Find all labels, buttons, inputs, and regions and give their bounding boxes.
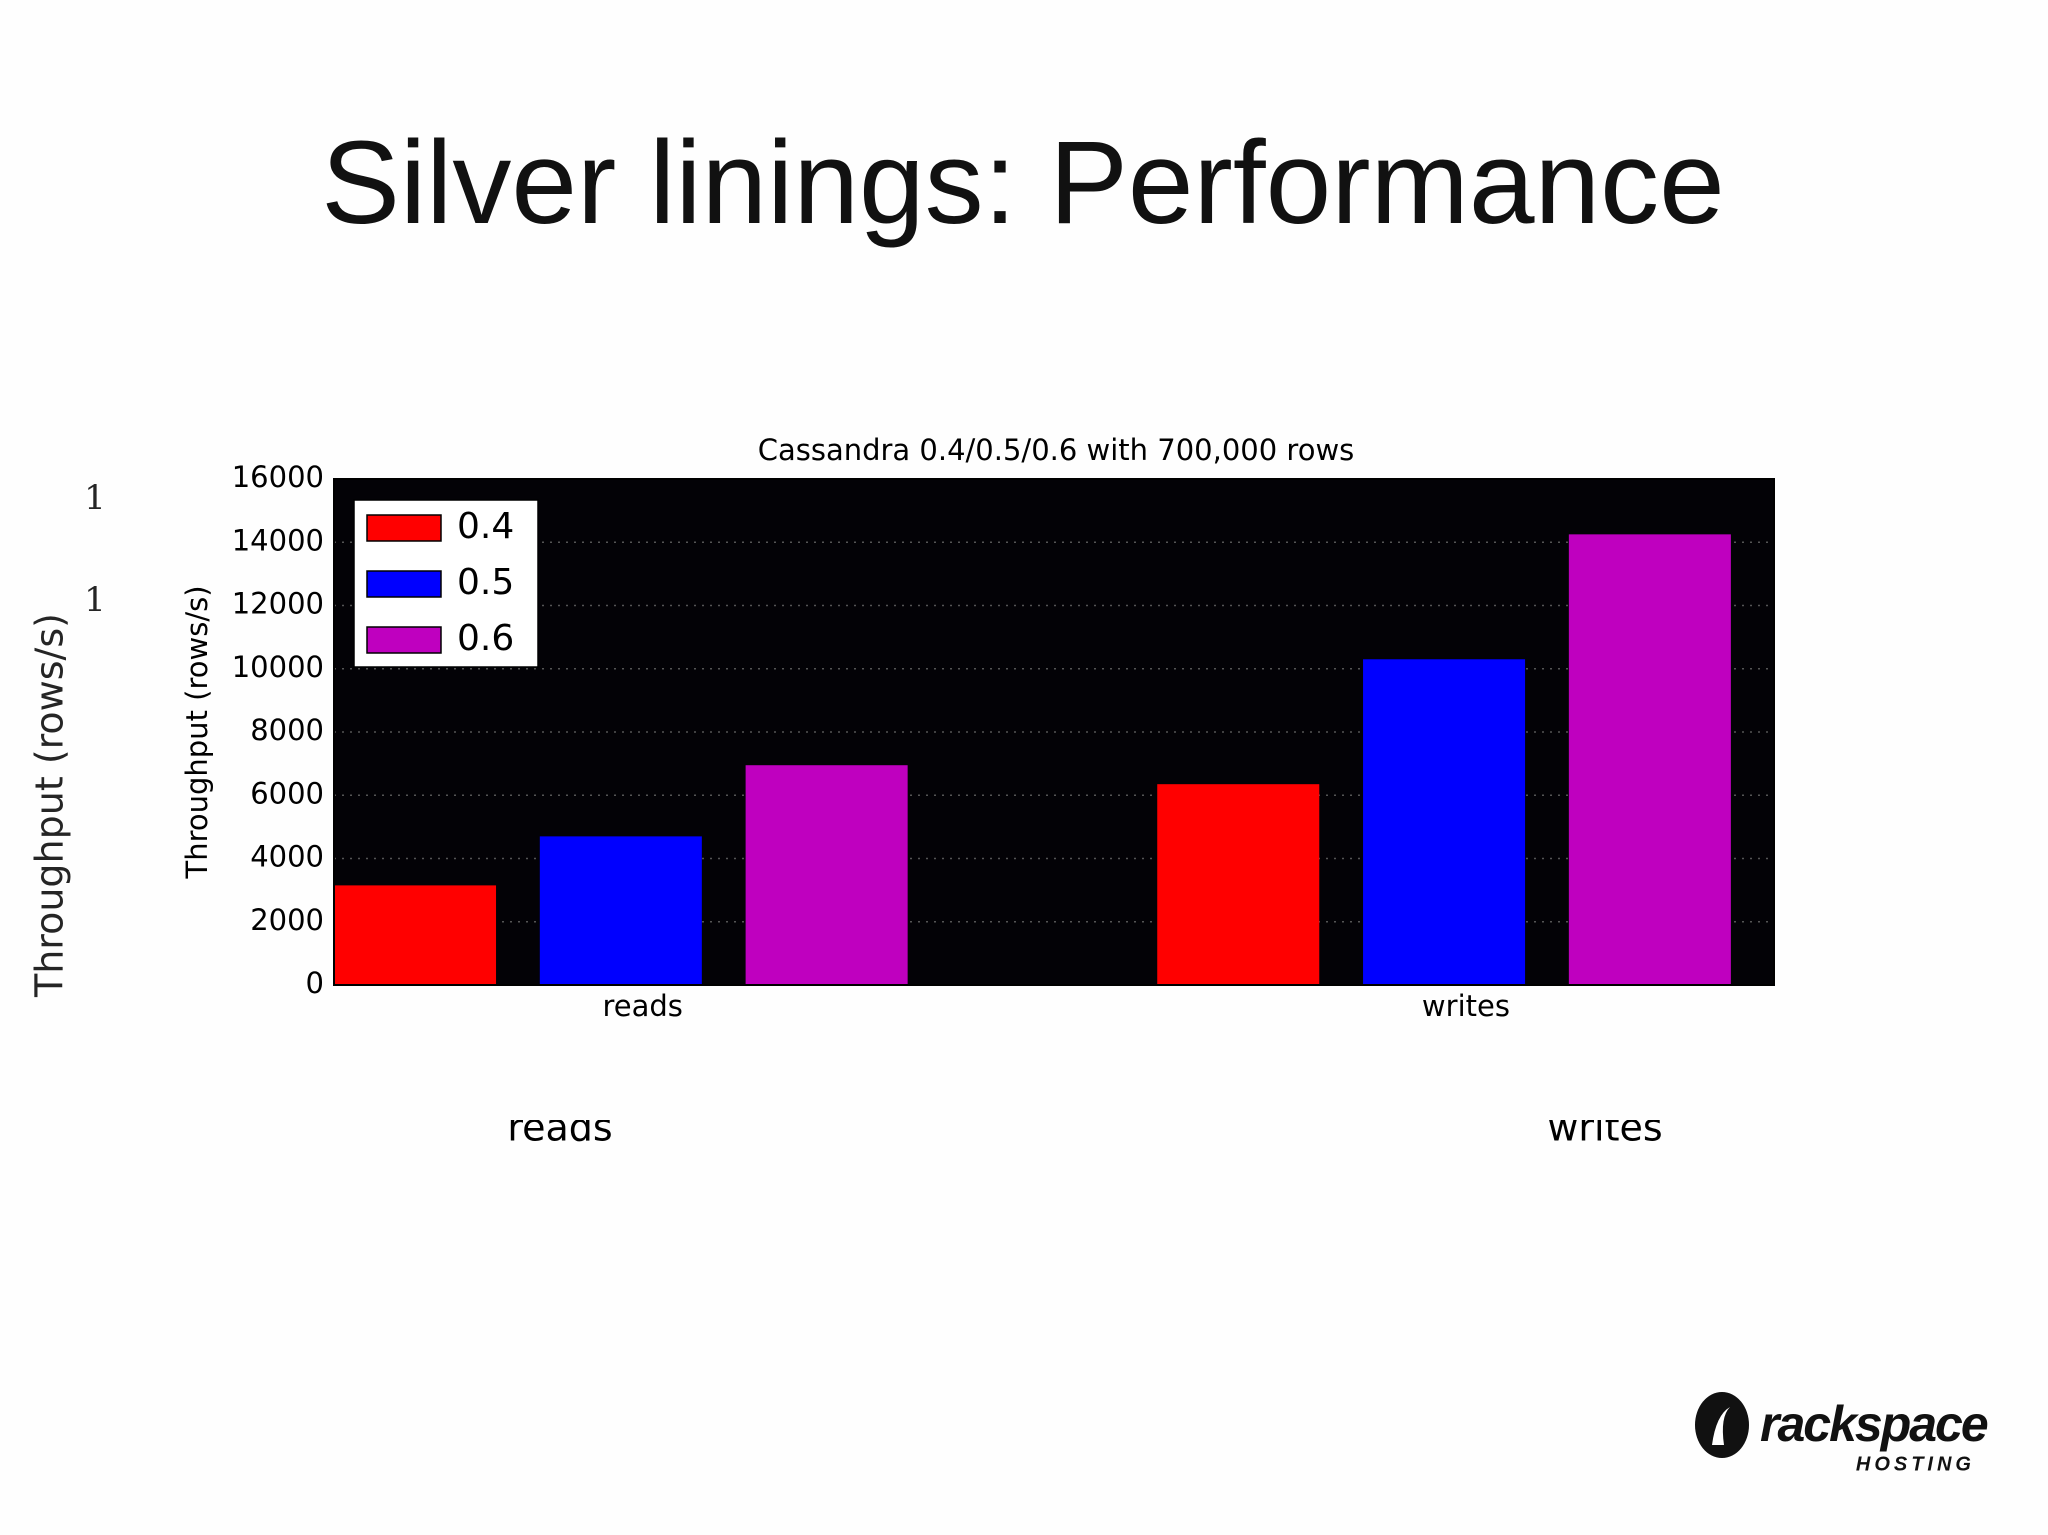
y-tick-label: 0 — [306, 966, 324, 1000]
ghost-category: reads — [507, 1106, 612, 1150]
bar — [539, 836, 702, 985]
bar — [1363, 659, 1526, 985]
bar — [334, 885, 497, 985]
y-tick-label: 16000 — [232, 460, 324, 494]
legend-swatch — [366, 626, 442, 654]
ghost-tick: 1 — [84, 580, 106, 620]
legend-label: 0.5 — [457, 562, 514, 603]
ghost-category: writes — [1547, 1106, 1662, 1150]
legend-label: 0.4 — [457, 506, 514, 547]
slide-title: Silver linings: Performance — [321, 117, 1724, 249]
plot-frame — [333, 478, 1775, 986]
x-tick-label: reads — [603, 989, 683, 1023]
x-tick-label: writes — [1422, 989, 1510, 1023]
y-tick-label: 2000 — [250, 903, 324, 937]
legend-swatch — [366, 570, 442, 598]
legend-swatch — [366, 514, 442, 542]
ghost-layer: Throughput (rows/s) 1 1 — [28, 478, 106, 998]
bar — [1157, 784, 1320, 985]
ghost-categories: reads writes — [507, 1106, 1662, 1150]
ghost-tick: 1 — [84, 478, 106, 518]
y-tick-label: 6000 — [250, 776, 324, 810]
bar — [745, 765, 908, 985]
logo-text: rackspace — [1760, 1396, 1988, 1452]
y-tick-label: 4000 — [250, 840, 324, 874]
chart: 0 2000 4000 6000 8000 10000 12000 14000 16000 rea… — [232, 460, 1775, 1023]
logo-figure — [1712, 1407, 1730, 1445]
y-axis-label: Throughput (rows/s) — [180, 585, 214, 879]
y-tick-label: 14000 — [232, 523, 324, 557]
legend-label: 0.6 — [457, 618, 514, 659]
chart-title: Cassandra 0.4/0.5/0.6 with 700,000 rows — [758, 433, 1355, 467]
y-tick-label: 12000 — [232, 587, 324, 621]
logo-sub: HOSTING — [1856, 1453, 1975, 1475]
y-tick-label: 10000 — [232, 650, 324, 684]
logo: rackspace HOSTING — [1695, 1392, 1990, 1475]
bar — [1568, 534, 1731, 985]
y-tick-label: 8000 — [250, 713, 324, 747]
ghost-label: Throughput (rows/s) — [28, 613, 72, 998]
